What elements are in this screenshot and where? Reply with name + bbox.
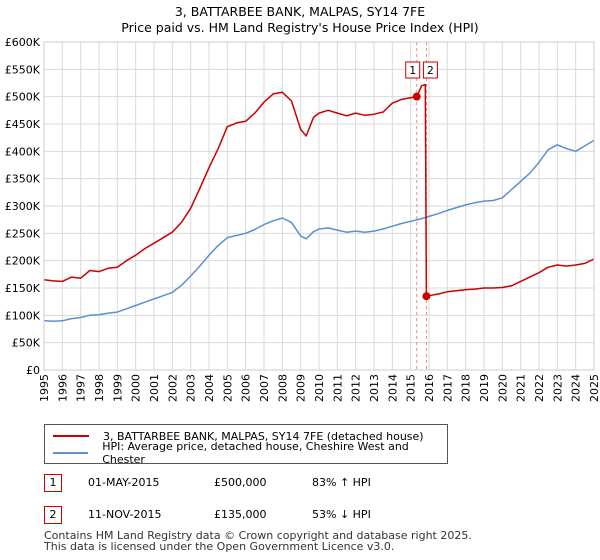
series-line-property [43,83,595,297]
y-tick-label: £500K [5,91,41,104]
footer-line-2: This data is licensed under the Open Gov… [44,540,395,553]
x-tick-label: 2025 [588,374,600,402]
legend-item-hpi: HPI: Average price, detached house, Ches… [53,440,447,466]
y-tick-label: £350K [5,173,41,186]
transaction-price: £135,000 [214,508,267,521]
x-tick-label: 2011 [331,374,344,402]
x-tick-label: 2019 [478,374,491,402]
series-line-hpi [43,139,595,323]
x-tick-label: 2005 [221,374,234,402]
transaction-hpi: 83% ↑ HPI [312,476,371,489]
y-tick-label: £250K [5,227,41,240]
sale-label-box [405,61,421,79]
x-tick-label: 2024 [570,374,583,402]
chart-title-block: 3, BATTARBEE BANK, MALPAS, SY14 7FE Pric… [0,4,600,36]
table-row: 1 01-MAY-2015 £500,000 83% ↑ HPI [44,474,564,494]
x-tick-label: 2006 [240,374,253,402]
x-tick-label: 2000 [130,374,143,402]
legend-item-property: 3, BATTARBEE BANK, MALPAS, SY14 7FE (det… [53,428,424,444]
legend-label-property: 3, BATTARBEE BANK, MALPAS, SY14 7FE (det… [103,429,424,443]
transaction-number-badge: 2 [44,506,62,524]
sale-points [412,92,431,301]
x-tick-label: 2020 [496,374,509,402]
x-tick-label: 2004 [203,374,216,402]
y-tick-label: £550K [5,63,41,76]
x-tick-label: 2023 [551,374,564,402]
x-tick-label: 2007 [258,374,271,402]
transaction-number-badge: 1 [44,474,62,492]
transaction-price: £500,000 [214,476,267,489]
x-tick-label: 2017 [441,374,454,402]
x-tick-label: 2009 [295,374,308,402]
x-tick-label: 1999 [111,374,124,402]
x-tick-label: 2014 [386,374,399,402]
x-tick-label: 2012 [350,374,363,402]
x-tick-label: 1995 [38,374,51,402]
chart-subtitle: Price paid vs. HM Land Registry's House … [121,20,479,35]
x-tick-label: 1997 [75,374,88,402]
sale-label-box [422,61,438,79]
y-tick-label: £100K [5,309,41,322]
y-tick-label: £150K [5,282,41,295]
footer-line-1: Contains HM Land Registry data © Crown c… [44,529,472,542]
sale-label-text: 2 [427,64,434,77]
y-tick-label: £300K [5,200,41,213]
legend-swatch-property [53,435,89,437]
sale-point [412,92,421,101]
sale-label-text: 1 [409,64,416,77]
plot-border [43,41,595,371]
legend: 3, BATTARBEE BANK, MALPAS, SY14 7FE (det… [44,424,448,466]
grid [43,41,595,371]
price-chart: £0 £50K £100K £150K £200K £250K £300K £350K £400… [5,36,600,402]
table-row: 2 11-NOV-2015 £135,000 53% ↓ HPI [44,506,564,526]
x-tick-label: 2008 [276,374,289,402]
sale-point [422,292,431,301]
axes: £0 £50K £100K £150K £200K £250K £300K £350K £400… [5,36,600,402]
transaction-date: 01-MAY-2015 [88,476,160,489]
x-tick-label: 2001 [148,374,161,402]
x-tick-label: 2003 [185,374,198,402]
legend-label-hpi: HPI: Average price, detached house, Ches… [102,440,409,466]
y-tick-label: £50K [12,337,41,350]
legend-swatch-hpi [53,452,89,454]
x-tick-label: 2018 [460,374,473,402]
footer: Contains HM Land Registry data © Crown c… [44,530,472,552]
x-tick-label: 1996 [56,374,69,402]
y-tick-label: £200K [5,255,41,268]
x-tick-label: 2022 [533,374,546,402]
x-tick-label: 2015 [405,374,418,402]
y-tick-label: £0 [26,364,40,377]
chart-title: 3, BATTARBEE BANK, MALPAS, SY14 7FE [174,4,426,19]
transaction-hpi: 53% ↓ HPI [312,508,371,521]
x-tick-label: 2016 [423,374,436,402]
x-tick-label: 1998 [93,374,106,402]
y-tick-label: £600K [5,36,41,49]
x-tick-label: 2002 [166,374,179,402]
y-tick-label: £400K [5,145,41,158]
x-tick-label: 2021 [515,374,528,402]
x-tick-label: 2013 [368,374,381,402]
series-lines [43,83,595,323]
y-tick-label: £450K [5,118,41,131]
x-tick-label: 2010 [313,374,326,402]
transaction-date: 11-NOV-2015 [88,508,162,521]
